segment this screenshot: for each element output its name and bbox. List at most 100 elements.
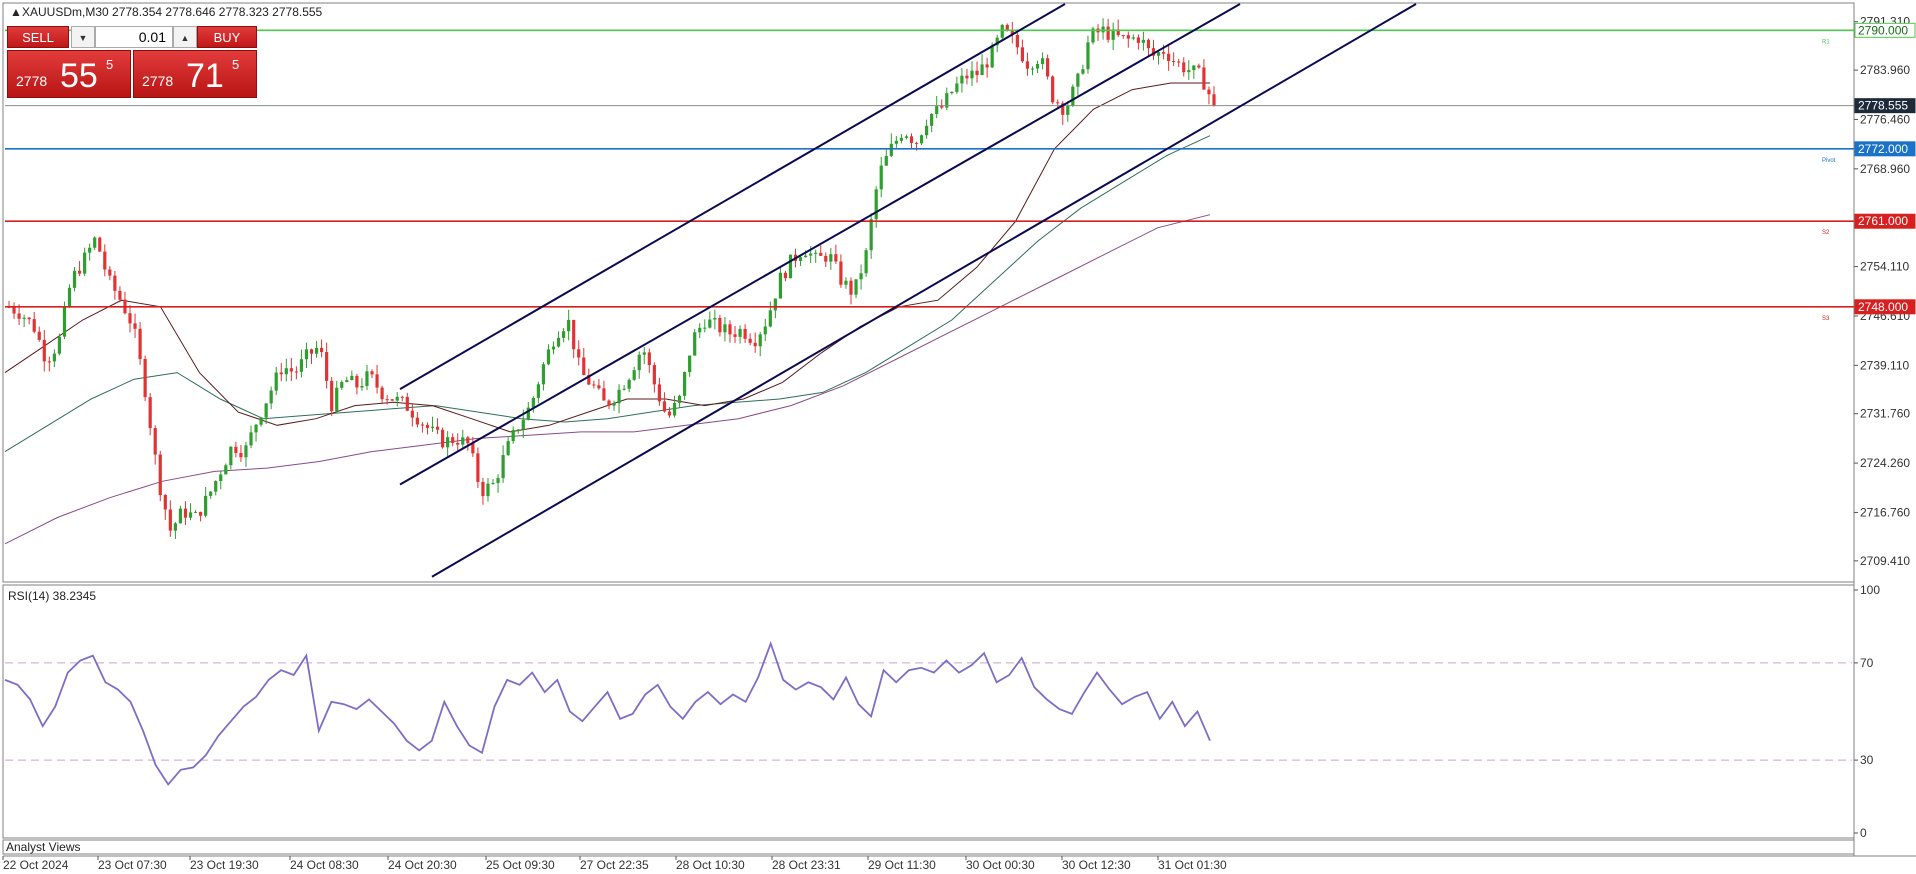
buy-button[interactable]: BUY xyxy=(197,26,257,48)
bull-candle-body xyxy=(642,352,646,355)
bear-candle-body xyxy=(592,384,596,386)
sell-price-sup: 5 xyxy=(106,57,114,72)
bear-candle-body xyxy=(128,313,132,324)
ma-fast-line-group xyxy=(4,82,1210,433)
bull-candle-body xyxy=(214,481,218,492)
bear-candle-body xyxy=(425,424,430,428)
bull-candle-body xyxy=(345,380,349,383)
regression-channel[interactable] xyxy=(399,3,1417,578)
bear-candle-body xyxy=(819,252,823,256)
bull-candle-body xyxy=(264,403,268,418)
lot-size-input[interactable] xyxy=(95,26,173,48)
bull-candle-body xyxy=(52,353,56,362)
bull-candle-body xyxy=(809,253,813,256)
bull-candle-body xyxy=(83,252,87,274)
bull-candle-body xyxy=(804,255,808,258)
bull-candle-body xyxy=(551,346,556,350)
bull-candle-body xyxy=(889,143,893,156)
bear-candle-body xyxy=(909,136,914,143)
lot-increase-arrow-icon[interactable]: ▲ xyxy=(173,26,197,48)
bear-candle-body xyxy=(198,511,203,516)
sell-button[interactable]: SELL xyxy=(7,26,69,48)
bear-candle-body xyxy=(647,352,651,366)
bear-candle-body xyxy=(400,396,404,398)
bull-candle-body xyxy=(688,355,692,373)
bear-candle-body xyxy=(940,106,944,108)
bull-candle-body xyxy=(229,446,233,466)
bear-candle-body xyxy=(748,338,752,343)
bull-candle-body xyxy=(249,432,253,446)
bull-candle-body xyxy=(567,319,571,332)
rsi-tick-label: 30 xyxy=(1860,753,1874,767)
level-small-label-s2: S2 xyxy=(1822,230,1830,236)
level-tag-text-current: 2778.555 xyxy=(1858,99,1908,113)
bear-candle-body xyxy=(1161,52,1166,54)
bear-candle-body xyxy=(153,428,157,455)
bear-candle-body xyxy=(355,375,359,388)
bear-candle-body xyxy=(1121,35,1125,37)
bull-candle-body xyxy=(461,437,465,445)
bear-candle-body xyxy=(294,371,298,373)
bull-candle-body xyxy=(864,250,868,274)
time-tick-label: 24 Oct 08:30 xyxy=(290,858,359,872)
lot-decrease-arrow-icon[interactable]: ▼ xyxy=(71,26,95,48)
time-tick-label: 27 Oct 22:35 xyxy=(580,858,649,872)
rsi-tick-label: 0 xyxy=(1860,826,1867,840)
price-tick-label: 2768.960 xyxy=(1860,162,1910,176)
buy-price-box[interactable]: 2778 71 5 xyxy=(133,50,257,98)
bull-candle-body xyxy=(713,318,717,320)
bull-candle-body xyxy=(259,417,263,425)
bear-candle-body xyxy=(733,334,737,337)
collapse-arrow-icon[interactable]: ▲ xyxy=(10,5,22,19)
horizontal-levels[interactable]: 2790.000 R1 2772.000 Pivot 2761.000 S2 2748.00… xyxy=(5,22,1916,322)
bear-candle-body xyxy=(1202,67,1206,90)
bear-candle-body xyxy=(572,319,576,350)
bull-candle-body xyxy=(1000,24,1004,38)
bear-candle-body xyxy=(183,508,188,518)
bull-candle-body xyxy=(1086,42,1090,70)
bear-candle-body xyxy=(1010,30,1014,35)
bull-candle-body xyxy=(314,347,319,354)
bull-candle-body xyxy=(844,280,848,285)
sell-price-box[interactable]: 2778 55 5 xyxy=(7,50,131,98)
bull-candle-body xyxy=(204,495,208,516)
bear-candle-body xyxy=(279,372,283,375)
bull-candle-body xyxy=(501,455,505,479)
bull-candle-body xyxy=(350,375,354,381)
bull-candle-body xyxy=(284,368,288,375)
bull-candle-body xyxy=(919,135,924,144)
bull-candle-body xyxy=(516,429,520,431)
bull-candle-body xyxy=(67,287,72,307)
bull-candle-body xyxy=(617,389,621,404)
rsi-label: RSI(14) 38.2345 xyxy=(8,589,96,603)
ma-mid-line xyxy=(4,135,1211,453)
bear-candle-body xyxy=(834,254,838,262)
bear-candle-body xyxy=(325,352,329,381)
bear-candle-body xyxy=(466,437,470,444)
bull-candle-body xyxy=(738,328,742,337)
bull-candle-body xyxy=(395,396,399,401)
bull-candle-body xyxy=(173,523,177,531)
bull-candle-body xyxy=(1187,70,1191,73)
price-panel-frame xyxy=(2,2,1855,583)
bull-candle-body xyxy=(859,273,863,280)
bull-candle-body xyxy=(708,319,712,328)
bear-candle-body xyxy=(451,437,455,443)
bear-candle-body xyxy=(753,342,757,347)
price-axis-ticks: 2791.3102783.9602776.4602768.9602754.110… xyxy=(1854,15,1910,568)
bear-candle-body xyxy=(718,318,722,333)
bear-candle-body xyxy=(385,399,389,401)
rsi-line xyxy=(4,640,1211,786)
bear-candle-body xyxy=(1046,58,1050,77)
time-tick-label: 31 Oct 01:30 xyxy=(1158,858,1227,872)
bull-candle-body xyxy=(693,332,697,356)
bull-candle-body xyxy=(930,113,934,126)
bear-candle-body xyxy=(1116,29,1120,36)
rsi-tick-label: 100 xyxy=(1860,583,1880,597)
analyst-views-label[interactable]: Analyst Views xyxy=(6,840,81,854)
bull-candle-body xyxy=(365,371,369,386)
symbol-header: XAUUSDm,M30 2778.354 2778.646 2778.323 2… xyxy=(22,5,323,19)
level-tag-s2 xyxy=(1854,213,1916,229)
level-tag-pivot xyxy=(1854,141,1916,157)
